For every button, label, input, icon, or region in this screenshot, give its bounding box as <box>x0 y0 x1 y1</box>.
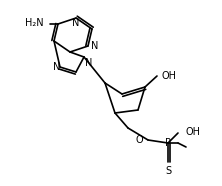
Text: S: S <box>165 166 171 176</box>
Text: OH: OH <box>162 71 177 81</box>
Text: O: O <box>135 135 143 145</box>
Text: H₂N: H₂N <box>25 18 44 28</box>
Text: N: N <box>91 41 98 51</box>
Text: OH: OH <box>186 127 201 137</box>
Text: N: N <box>85 58 92 68</box>
Text: N: N <box>53 62 60 72</box>
Text: N: N <box>72 18 80 28</box>
Text: P: P <box>165 138 171 148</box>
